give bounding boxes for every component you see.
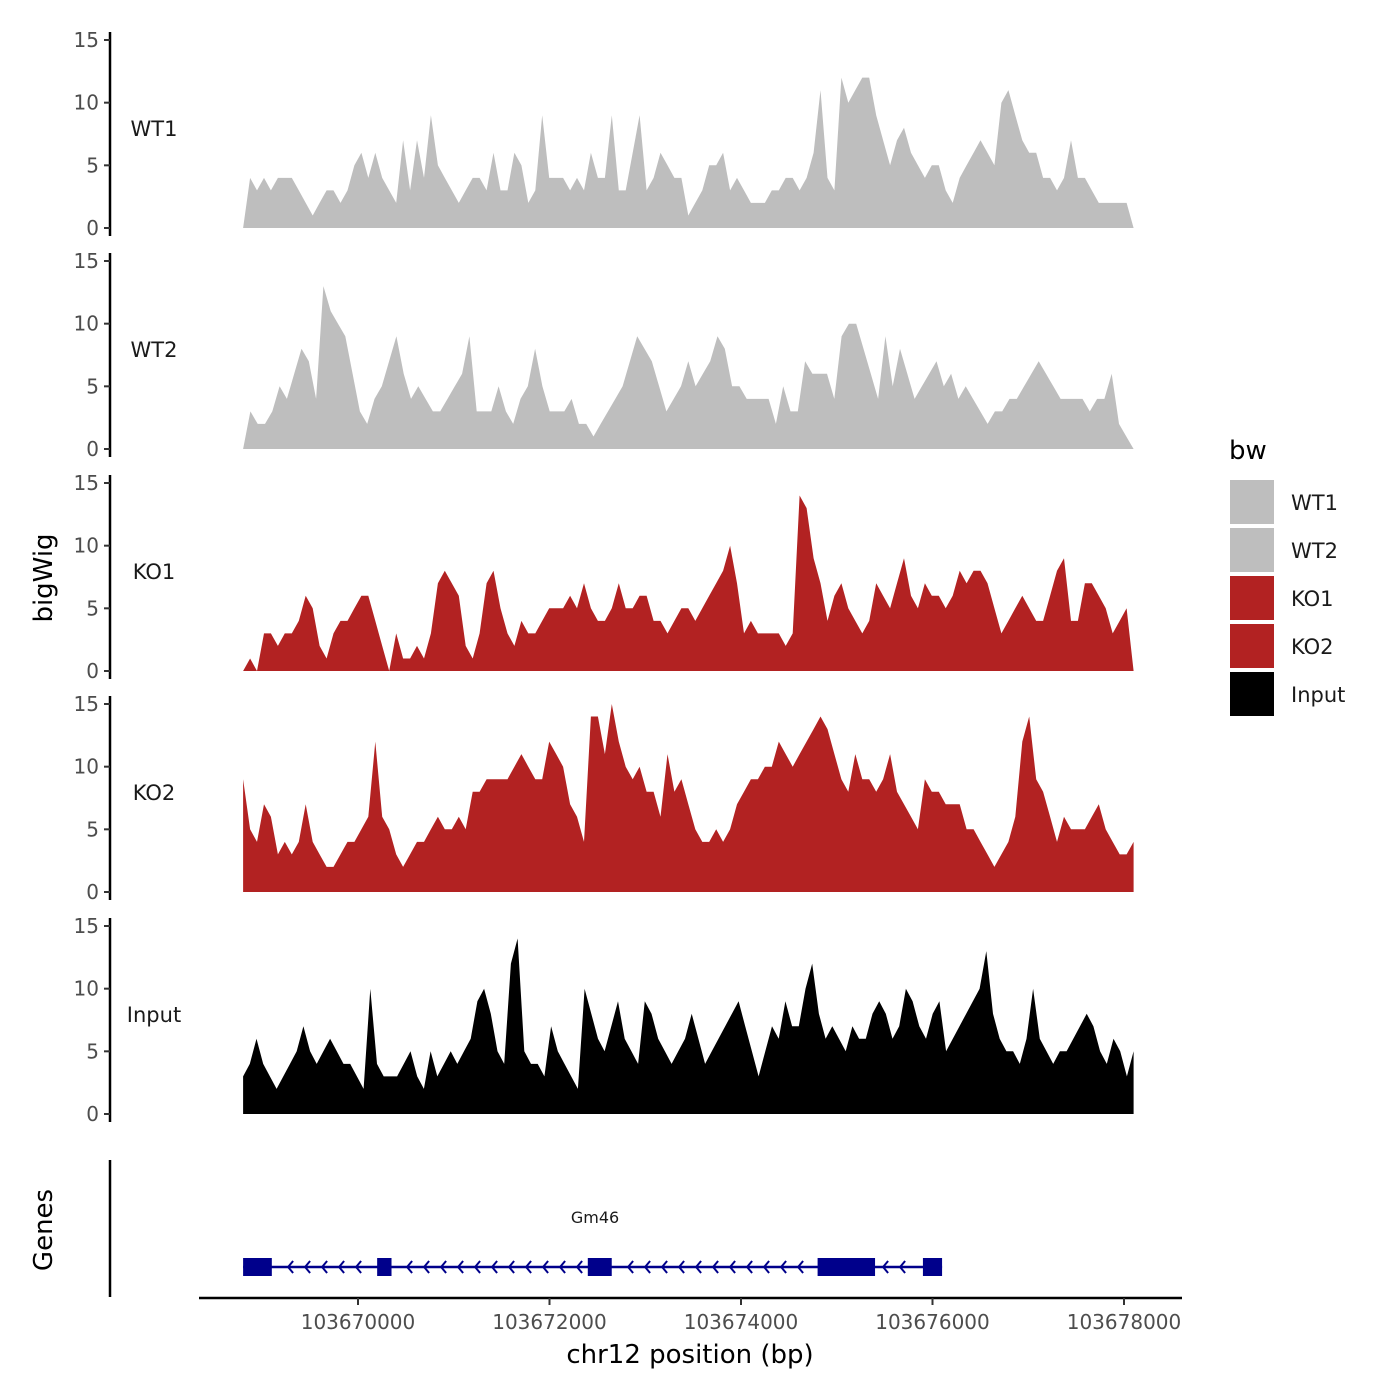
y-tick-label: 5	[86, 374, 99, 398]
y-axis-title-group: bigWig Genes	[29, 533, 59, 1271]
gene-track: Gm46	[108, 1160, 943, 1297]
y-tick-label: 10	[74, 91, 99, 115]
strand-arrow	[728, 1260, 736, 1274]
strand-arrow	[575, 1260, 583, 1274]
strand-arrow	[303, 1260, 311, 1274]
genes-track-title: Genes	[29, 1189, 59, 1271]
x-tick-label: 103670000	[301, 1310, 416, 1334]
legend-label-wt1: WT1	[1291, 491, 1338, 515]
strand-arrow	[898, 1260, 906, 1274]
y-tick-label: 0	[86, 1102, 99, 1126]
legend-label-wt2: WT2	[1291, 539, 1338, 563]
strand-arrow	[507, 1260, 515, 1274]
gene-exon	[377, 1258, 392, 1276]
y-axis-title: bigWig	[29, 533, 59, 622]
y-tick-label: 15	[74, 471, 99, 495]
strand-arrow	[745, 1260, 753, 1274]
y-tick-label: 10	[74, 977, 99, 1001]
y-tick-label: 15	[74, 249, 99, 273]
coverage-area-input	[243, 938, 1134, 1114]
x-tick-label: 103672000	[492, 1310, 607, 1334]
y-tick-label: 10	[74, 755, 99, 779]
track-label-wt2: WT2	[131, 338, 178, 362]
strand-arrow	[405, 1260, 413, 1274]
track-panels: 0 5 10 15 WT1 0 5 10 15 WT2 0 5 10 15 KO1 0 5 10 15 KO2 0 5 10…	[74, 28, 1134, 1126]
strand-arrow	[694, 1260, 702, 1274]
track-panel-ko1: 0 5 10 15 KO1	[74, 471, 1134, 683]
legend-label-ko1: KO1	[1291, 587, 1334, 611]
track-label-input: Input	[127, 1003, 181, 1027]
legend-swatch-ko1	[1230, 576, 1274, 620]
strand-arrow	[456, 1260, 464, 1274]
strand-arrow	[881, 1260, 889, 1274]
strand-arrow	[354, 1260, 362, 1274]
gene-exon	[243, 1258, 272, 1276]
y-tick-label: 0	[86, 216, 99, 240]
legend: bw WT1 WT2 KO1 KO2 Input	[1229, 436, 1345, 716]
legend-title: bw	[1229, 436, 1267, 466]
legend-swatch-wt1	[1230, 480, 1274, 524]
y-tick-label: 5	[86, 817, 99, 841]
x-axis: 103670000 103672000 103674000 103676000 1036…	[199, 1296, 1182, 1334]
strand-arrow	[626, 1260, 634, 1274]
strand-arrow	[286, 1260, 294, 1274]
strand-arrow	[524, 1260, 532, 1274]
gene-exon	[587, 1258, 612, 1276]
strand-arrow	[473, 1260, 481, 1274]
legend-swatch-wt2	[1230, 528, 1274, 572]
track-label-wt1: WT1	[131, 117, 178, 141]
coverage-area-ko1	[243, 495, 1134, 671]
coverage-area-ko2	[243, 704, 1134, 892]
strand-arrow	[711, 1260, 719, 1274]
track-panel-wt2: 0 5 10 15 WT2	[74, 249, 1134, 461]
y-tick-label: 15	[74, 914, 99, 938]
strand-arrow	[490, 1260, 498, 1274]
strand-arrow	[762, 1260, 770, 1274]
legend-swatch-ko2	[1230, 624, 1274, 668]
y-tick-label: 10	[74, 312, 99, 336]
strand-arrow	[541, 1260, 549, 1274]
strand-arrow	[643, 1260, 651, 1274]
legend-swatch-input	[1230, 672, 1274, 716]
y-tick-label: 10	[74, 534, 99, 558]
gene-exon	[922, 1258, 943, 1276]
strand-arrow	[779, 1260, 787, 1274]
strand-arrow	[337, 1260, 345, 1274]
strand-arrow	[320, 1260, 328, 1274]
y-tick-label: 5	[86, 153, 99, 177]
coverage-area-wt1	[243, 77, 1134, 228]
strand-arrow	[796, 1260, 804, 1274]
x-tick-label: 103676000	[875, 1310, 990, 1334]
x-tick-label: 103674000	[684, 1310, 799, 1334]
track-label-ko1: KO1	[133, 560, 176, 584]
y-tick-label: 15	[74, 28, 99, 52]
y-tick-label: 5	[86, 596, 99, 620]
strand-arrow	[677, 1260, 685, 1274]
strand-arrow	[439, 1260, 447, 1274]
coverage-area-wt2	[243, 286, 1134, 449]
strand-arrow	[422, 1260, 430, 1274]
strand-arrow	[660, 1260, 668, 1274]
legend-label-input: Input	[1291, 683, 1345, 707]
track-panel-ko2: 0 5 10 15 KO2	[74, 692, 1134, 904]
legend-label-ko2: KO2	[1291, 635, 1334, 659]
x-axis-title: chr12 position (bp)	[566, 1340, 813, 1370]
gene-exon	[817, 1258, 876, 1276]
gene-name-label: Gm46	[571, 1208, 619, 1227]
y-tick-label: 15	[74, 692, 99, 716]
x-tick-label: 103678000	[1067, 1310, 1182, 1334]
track-panel-input: 0 5 10 15 Input	[74, 914, 1134, 1126]
y-tick-label: 5	[86, 1039, 99, 1063]
y-tick-label: 0	[86, 880, 99, 904]
y-tick-label: 0	[86, 659, 99, 683]
track-panel-wt1: 0 5 10 15 WT1	[74, 28, 1134, 240]
y-tick-label: 0	[86, 437, 99, 461]
track-label-ko2: KO2	[133, 781, 176, 805]
strand-arrow	[558, 1260, 566, 1274]
